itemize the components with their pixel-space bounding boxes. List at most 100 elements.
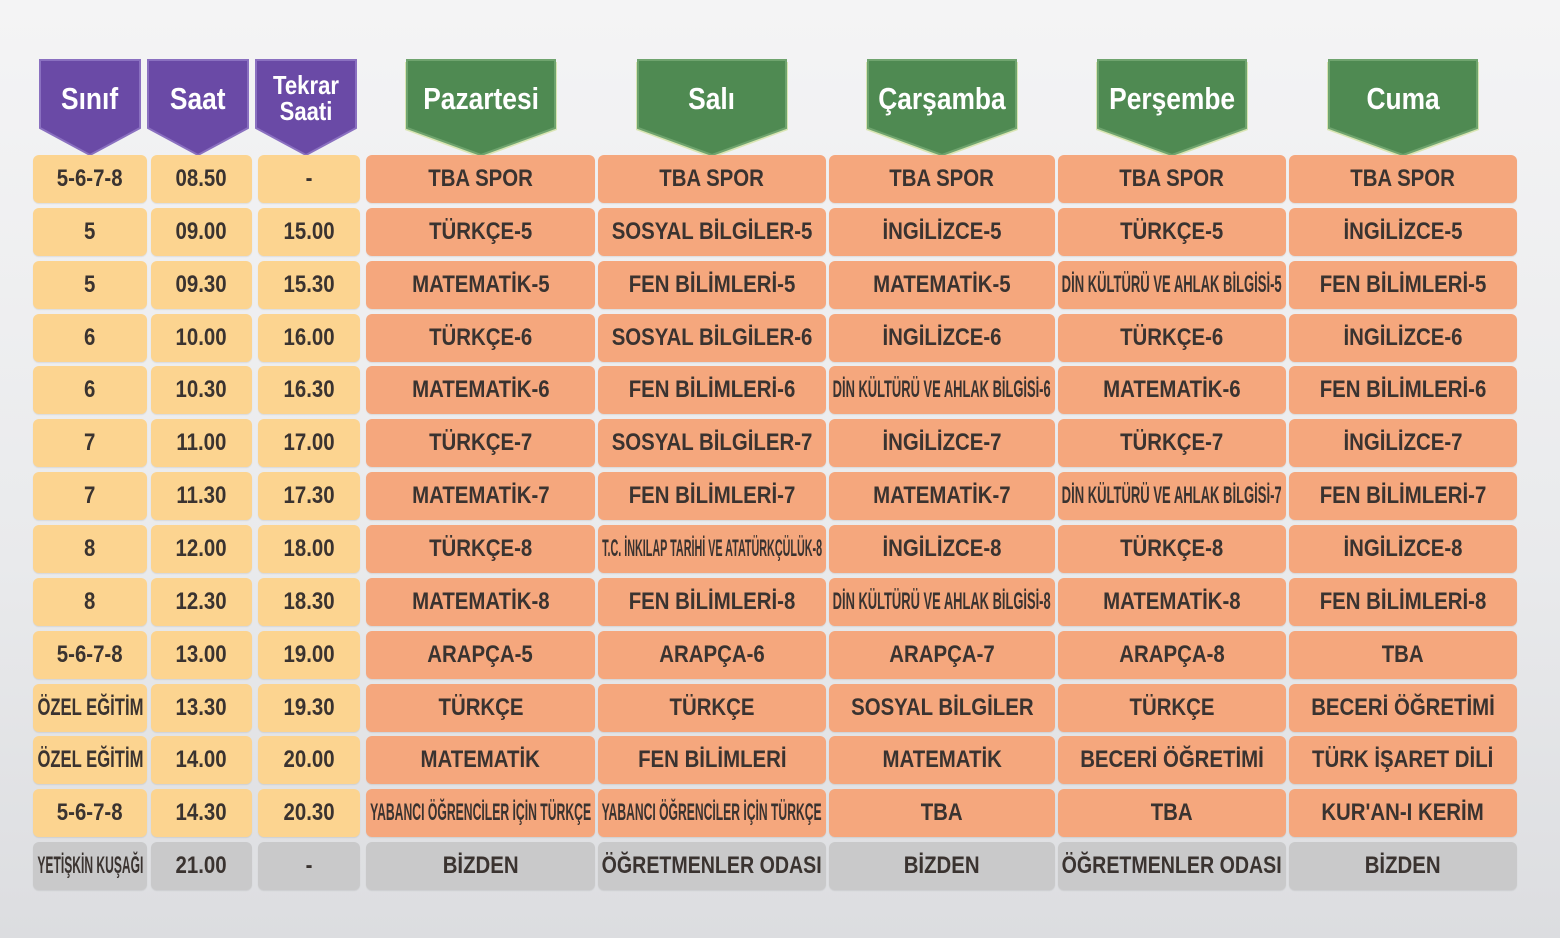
cell-text: ARAPÇA-5 (427, 641, 534, 668)
table-cell: 14.00 (151, 736, 252, 784)
cell-text: 16.30 (283, 376, 335, 403)
table-cell: BİZDEN (1289, 842, 1517, 890)
cell-text: 5-6-7-8 (57, 641, 123, 668)
table-cell: 15.00 (258, 208, 360, 256)
table-cell: FEN BİLİMLERİ-6 (598, 366, 826, 414)
table-cell: 19.30 (258, 684, 360, 732)
cell-text: FEN BİLİMLERİ-8 (1319, 588, 1487, 615)
table-cell: MATEMATİK-6 (1058, 366, 1286, 414)
cell-text: İNGİLİZCE-5 (1343, 218, 1463, 245)
header-text: Perşembe (1109, 80, 1235, 116)
header-badge (1328, 59, 1478, 157)
header-badge (1097, 59, 1247, 157)
cell-text: MATEMATİK (882, 746, 1002, 773)
table-cell: DİN KÜLTÜRÜ VE AHLAK BİLGİSİ-7 (1058, 472, 1286, 520)
cell-text: 09.00 (175, 218, 228, 245)
table-cell: SOSYAL BİLGİLER (829, 684, 1055, 732)
table-cell: 19.00 (258, 631, 360, 679)
table-cell: ÖĞRETMENLER ODASI (1058, 842, 1286, 890)
table-cell: 10.00 (151, 314, 252, 362)
cell-text: SOSYAL BİLGİLER-6 (611, 324, 813, 351)
cell-text: DİN KÜLTÜRÜ VE AHLAK BİLGİSİ-6 (833, 376, 1052, 403)
cell-text: 17.30 (283, 482, 335, 509)
cell-text: TÜRKÇE-7 (428, 429, 533, 456)
cell-text: FEN BİLİMLERİ-8 (628, 588, 796, 615)
cell-text: TÜRKÇE-6 (428, 324, 533, 351)
table-cell: TÜRK İŞARET DİLİ (1289, 736, 1517, 784)
cell-text: 17.00 (283, 429, 335, 456)
table-cell: DİN KÜLTÜRÜ VE AHLAK BİLGİSİ-8 (829, 578, 1055, 626)
table-cell: T.C. İNKILAP TARİHİ VE ATATÜRKÇÜLÜK-8 (598, 525, 826, 573)
table-cell: 08.50 (151, 155, 252, 203)
table-cell: 10.30 (151, 366, 252, 414)
cell-text: MATEMATİK-5 (873, 271, 1011, 298)
cell-text: İNGİLİZCE-8 (1343, 535, 1463, 562)
cell-text: TBA (921, 799, 963, 826)
table-cell: 12.30 (151, 578, 252, 626)
cell-text: TÜRKÇE (438, 694, 523, 721)
table-cell: 20.00 (258, 736, 360, 784)
cell-text: 19.30 (283, 694, 335, 721)
cell-text: ÖZEL EĞİTİM (37, 694, 143, 721)
table-cell: TÜRKÇE-5 (1058, 208, 1286, 256)
cell-text: YABANCI ÖĞRENCİLER İÇİN TÜRKÇE (370, 799, 592, 826)
table-cell: 09.00 (151, 208, 252, 256)
table-cell: KUR'AN-I KERİM (1289, 789, 1517, 837)
table-cell: 7 (33, 472, 147, 520)
table-cell: TBA SPOR (366, 155, 595, 203)
header-text: Cuma (1366, 80, 1440, 116)
cell-text: MATEMATİK-7 (411, 482, 550, 509)
table-cell: 12.00 (151, 525, 252, 573)
table-cell: 18.30 (258, 578, 360, 626)
cell-text: İNGİLİZCE-6 (882, 324, 1002, 351)
cell-text: 15.30 (283, 271, 335, 298)
table-cell: 5-6-7-8 (33, 631, 147, 679)
header-badge (147, 59, 249, 157)
cell-text: TÜRKÇE (669, 694, 755, 721)
cell-text: ARAPÇA-7 (889, 641, 995, 668)
table-cell: ARAPÇA-5 (366, 631, 595, 679)
cell-text: 14.30 (175, 799, 228, 826)
cell-text: BECERİ ÖĞRETİMİ (1080, 746, 1264, 773)
table-cell: 13.30 (151, 684, 252, 732)
table-cell: FEN BİLİMLERİ-5 (598, 261, 826, 309)
table-cell: İNGİLİZCE-8 (829, 525, 1055, 573)
table-cell: YABANCI ÖĞRENCİLER İÇİN TÜRKÇE (366, 789, 595, 837)
cell-text: 08.50 (175, 165, 228, 192)
table-cell: 8 (33, 578, 147, 626)
cell-text: TÜRK İŞARET DİLİ (1312, 746, 1494, 773)
table-cell: MATEMATİK-7 (829, 472, 1055, 520)
cell-text: FEN BİLİMLERİ-7 (628, 482, 796, 509)
table-cell: TÜRKÇE (598, 684, 826, 732)
table-cell: İNGİLİZCE-6 (829, 314, 1055, 362)
cell-text: SOSYAL BİLGİLER (850, 694, 1034, 721)
cell-text: 5-6-7-8 (57, 799, 123, 826)
cell-text: TBA SPOR (659, 165, 765, 192)
table-cell: 16.30 (258, 366, 360, 414)
cell-text: TBA (1151, 799, 1193, 826)
cell-text: İNGİLİZCE-5 (882, 218, 1002, 245)
cell-text: FEN BİLİMLERİ-5 (628, 271, 796, 298)
table-cell: ÖZEL EĞİTİM (33, 684, 147, 732)
cell-text: İNGİLİZCE-7 (882, 429, 1002, 456)
cell-text: BİZDEN (442, 852, 519, 879)
cell-text: 20.30 (283, 799, 335, 826)
cell-text: MATEMATİK-6 (1103, 376, 1241, 403)
cell-text: - (305, 852, 313, 879)
table-cell: 5-6-7-8 (33, 155, 147, 203)
cell-text: FEN BİLİMLERİ (637, 746, 787, 773)
table-cell: SOSYAL BİLGİLER-7 (598, 419, 826, 467)
cell-text: İNGİLİZCE-7 (1343, 429, 1463, 456)
cell-text: TÜRKÇE (1129, 694, 1215, 721)
cell-text: FEN BİLİMLERİ-6 (628, 376, 796, 403)
cell-text: ARAPÇA-8 (1119, 641, 1225, 668)
table-cell: ÖZEL EĞİTİM (33, 736, 147, 784)
cell-text: 18.30 (283, 588, 335, 615)
cell-text: TÜRKÇE-8 (1120, 535, 1224, 562)
cell-text: 13.00 (175, 641, 228, 668)
cell-text: BECERİ ÖĞRETİMİ (1311, 694, 1495, 721)
table-cell: ARAPÇA-7 (829, 631, 1055, 679)
table-cell: BİZDEN (829, 842, 1055, 890)
